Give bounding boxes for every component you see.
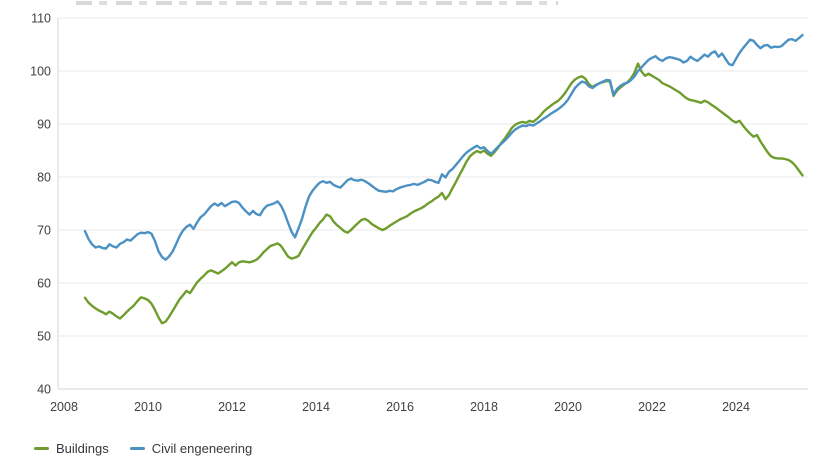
y-tick-label: 100 (30, 65, 51, 79)
y-tick-label: 40 (37, 383, 51, 397)
y-tick-label: 50 (37, 330, 51, 344)
legend-label-civil-engineering: Civil engeneering (151, 440, 253, 456)
y-tick-label: 90 (37, 118, 51, 132)
x-tick-label: 2014 (302, 400, 330, 414)
civil-engineering-line-swatch (129, 446, 145, 450)
y-tick-label: 70 (37, 224, 51, 238)
legend: Buildings Civil engeneering (34, 440, 252, 456)
y-gridlines (58, 17, 808, 390)
x-tick-label: 2024 (722, 400, 750, 414)
y-tick-label: 80 (37, 171, 51, 185)
y-tick-label: 110 (31, 12, 51, 26)
y-tick-label: 60 (37, 277, 51, 291)
legend-label-buildings: Buildings (56, 440, 109, 456)
series-line-civil-engeneering[interactable] (83, 33, 804, 261)
x-tick-label: 2010 (134, 400, 162, 414)
series-line-buildings[interactable] (83, 62, 804, 325)
x-tick-label: 2016 (386, 400, 414, 414)
legend-item-buildings[interactable]: Buildings (34, 441, 109, 456)
clipped-title-remnant (76, 1, 558, 5)
x-tick-label: 2008 (50, 400, 78, 414)
legend-item-civil-engineering[interactable]: Civil engeneering (129, 440, 253, 456)
x-tick-label: 2018 (470, 400, 498, 414)
x-tick-label: 2022 (638, 400, 666, 414)
x-tick-label: 2012 (218, 400, 246, 414)
x-tick-label: 2020 (554, 400, 582, 414)
y-tick-labels: 40 50 60 70 80 90 100 110 (30, 12, 51, 397)
x-tick-labels: 2008 2010 2012 2014 2016 2018 2020 2022 2024 (50, 400, 750, 414)
buildings-line-swatch (34, 446, 49, 450)
